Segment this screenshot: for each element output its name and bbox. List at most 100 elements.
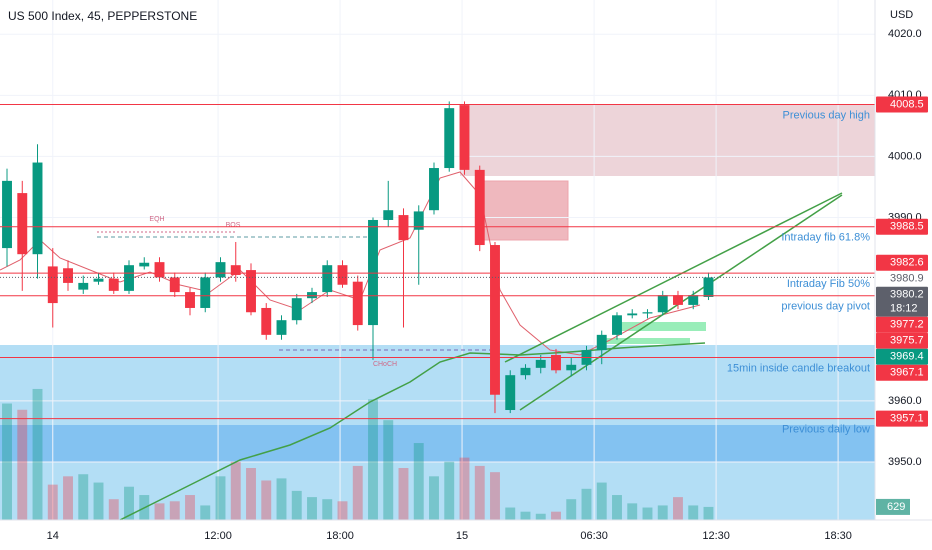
- y-tick-label: 3960.0: [888, 395, 922, 407]
- price-box: [876, 286, 928, 317]
- candle-body: [154, 262, 165, 278]
- candle-body: [17, 193, 28, 255]
- annotation: EQH: [149, 216, 164, 223]
- x-tick-label: 12:00: [204, 530, 232, 542]
- volume-bar: [703, 506, 714, 520]
- candle-body: [703, 277, 714, 297]
- volume-bar: [551, 511, 561, 520]
- volume-bar: [352, 465, 363, 520]
- volume-bar: [627, 503, 638, 520]
- volume-bar: [688, 505, 699, 520]
- candle-body: [383, 210, 394, 220]
- volume-bar: [93, 482, 104, 520]
- candle-body: [627, 313, 638, 316]
- volume-bar: [108, 499, 119, 520]
- price-box: [876, 332, 928, 349]
- candle-body: [444, 108, 455, 169]
- candle-body: [688, 295, 699, 305]
- volume-bar: [596, 482, 607, 520]
- chart-title: US 500 Index, 45, PEPPERSTONE: [8, 9, 197, 23]
- candle-body: [169, 277, 180, 293]
- candle-body: [474, 169, 485, 246]
- level-note: 15min inside candle breakout: [727, 362, 870, 374]
- candle-body: [429, 168, 439, 211]
- price-label: 3977.2: [890, 319, 924, 331]
- volume-bar: [383, 420, 394, 520]
- price-box: [876, 348, 928, 365]
- y-tick-label: 4000.0: [888, 150, 922, 162]
- candle-body: [398, 215, 409, 241]
- annotation: CHoCH: [373, 361, 397, 368]
- candle-body: [246, 270, 256, 313]
- candle-body: [200, 277, 211, 308]
- price-label: 3988.5: [890, 221, 924, 233]
- level-note: Previous daily low: [782, 423, 870, 435]
- volume-bar: [185, 495, 195, 520]
- price-label: 4008.5: [890, 98, 924, 110]
- price-label: 3980.9: [890, 273, 924, 285]
- ema-slow: [119, 342, 706, 521]
- x-tick-label: 15: [456, 530, 468, 542]
- volume-bar: [322, 499, 333, 520]
- level-note: Intraday fib 61.8%: [781, 232, 870, 244]
- volume-bar: [520, 511, 531, 520]
- countdown: 18:12: [890, 303, 918, 315]
- order-block: [482, 180, 569, 241]
- y-tick-label: 4020.0: [888, 28, 922, 40]
- candle-body: [520, 367, 531, 376]
- candle-body: [413, 211, 424, 230]
- volume-bar: [63, 476, 73, 520]
- candle-body: [124, 265, 134, 291]
- price-label: 3975.7: [890, 335, 924, 347]
- candle-body: [291, 298, 302, 321]
- price-box: [876, 316, 928, 333]
- volume-bar: [169, 501, 180, 520]
- candle-body: [307, 292, 317, 299]
- candle-body: [490, 245, 500, 395]
- volume-bar: [398, 468, 409, 520]
- candle-body: [2, 180, 12, 249]
- volume-bar: [230, 461, 241, 520]
- volume-bar: [337, 501, 348, 520]
- volume-bar: [246, 468, 256, 520]
- volume-box: [876, 498, 910, 515]
- volume-bar: [444, 461, 455, 520]
- volume-bar: [291, 490, 302, 520]
- candle-body: [93, 278, 104, 282]
- candle-body: [459, 105, 470, 170]
- candle-body: [230, 265, 241, 275]
- candle-body: [32, 162, 43, 255]
- candle-body: [642, 312, 653, 314]
- volume-bar: [566, 499, 577, 520]
- volume-bar: [505, 507, 516, 520]
- fvg-zone: [620, 322, 706, 331]
- volume-bar: [154, 503, 165, 520]
- price-label: 3967.1: [890, 367, 924, 379]
- price-box: [876, 364, 928, 381]
- price-box: [876, 218, 928, 235]
- volume-bar: [429, 476, 439, 520]
- x-tick-label: 06:30: [580, 530, 608, 542]
- volume-bar: [261, 480, 272, 520]
- fvg-zone: [600, 338, 690, 344]
- volume-bar: [47, 484, 58, 520]
- x-tick-label: 14: [47, 530, 59, 542]
- candle-body: [139, 262, 150, 267]
- x-tick-label: 18:30: [824, 530, 852, 542]
- currency: USD: [890, 9, 913, 21]
- x-tick-label: 18:00: [326, 530, 354, 542]
- volume-bar: [474, 465, 485, 520]
- candle-body: [337, 265, 348, 285]
- volume-bar: [413, 443, 424, 520]
- candle-body: [551, 355, 561, 371]
- level-note: Intraday Fib 50%: [787, 278, 870, 290]
- price-box: [876, 410, 928, 427]
- volume-bar: [535, 513, 546, 520]
- level-note: Previous day high: [783, 109, 870, 121]
- price-box: [876, 254, 928, 271]
- volume-bar: [612, 495, 622, 520]
- price-box: [876, 96, 928, 113]
- candle-body: [535, 359, 546, 368]
- trend-line: [504, 192, 843, 363]
